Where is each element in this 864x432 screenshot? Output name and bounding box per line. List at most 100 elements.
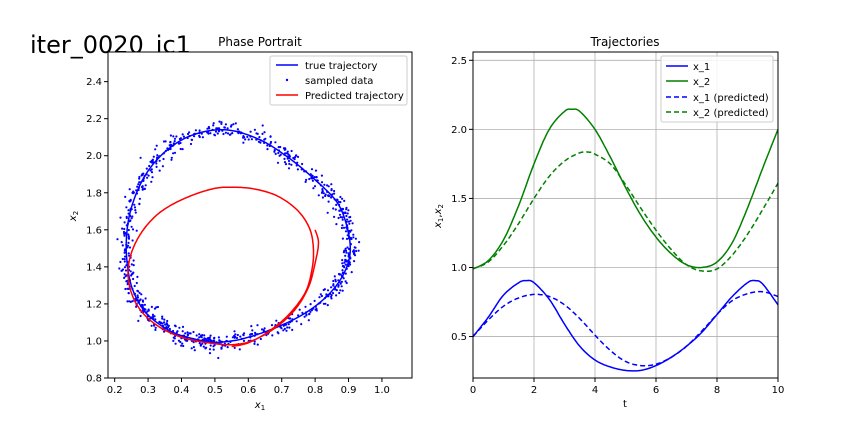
sampled-data-point xyxy=(274,141,277,144)
sampled-data-point xyxy=(341,237,344,240)
sampled-data-point xyxy=(173,137,177,140)
sampled-data-point xyxy=(132,277,135,281)
sampled-data-point xyxy=(343,266,346,269)
sampled-data-point xyxy=(330,183,333,186)
sampled-data-point xyxy=(308,177,311,181)
phase-ytick-label: 1.4 xyxy=(86,262,102,273)
sampled-data-point xyxy=(173,324,177,327)
sampled-data-point xyxy=(323,183,326,186)
sampled-data-point xyxy=(320,181,324,184)
sampled-data-point xyxy=(322,192,325,195)
sampled-data-point xyxy=(352,250,355,253)
sampled-data-point xyxy=(331,292,335,295)
sampled-data-point xyxy=(166,319,169,323)
sampled-data-point xyxy=(152,155,155,158)
sampled-data-point xyxy=(231,336,234,339)
sampled-data-point xyxy=(341,197,344,200)
sampled-data-point xyxy=(213,344,216,347)
legend-label-true-trajectory: true trajectory xyxy=(305,61,377,72)
phase-plot-title: Phase Portrait xyxy=(218,35,302,49)
sampled-data-point xyxy=(317,194,320,197)
sampled-data-point xyxy=(154,148,157,151)
sampled-data-point xyxy=(181,325,185,328)
sampled-data-point xyxy=(273,149,276,152)
sampled-data-point xyxy=(126,287,129,290)
sampled-data-point xyxy=(253,340,256,343)
sampled-data-point xyxy=(154,318,157,321)
phase-plot-marks xyxy=(116,120,361,360)
traj-ylabel-symbol-1: x xyxy=(433,222,444,229)
sampled-data-point xyxy=(340,285,343,288)
sampled-data-point xyxy=(349,230,352,233)
sampled-data-point xyxy=(347,220,350,223)
sampled-data-point xyxy=(188,131,191,134)
phase-legend-box xyxy=(269,55,408,106)
sampled-data-point xyxy=(150,180,153,183)
sampled-data-point xyxy=(325,293,328,296)
sampled-data-point xyxy=(342,226,346,229)
sampled-data-point xyxy=(200,132,203,135)
sampled-data-point xyxy=(169,141,172,144)
sampled-data-point xyxy=(295,154,298,157)
sampled-data-point xyxy=(131,215,134,218)
sampled-data-point xyxy=(162,157,165,161)
sampled-data-point xyxy=(151,313,154,316)
sampled-data-point xyxy=(301,311,304,314)
sampled-data-point xyxy=(353,260,356,263)
sampled-data-point xyxy=(269,135,272,138)
sampled-data-point xyxy=(326,184,329,187)
sampled-data-point xyxy=(287,323,290,326)
sampled-data-point xyxy=(125,274,128,277)
sampled-data-point xyxy=(121,269,124,272)
phase-plot-ticks: 0.2 0.3 0.4 0.5 0.6 0.7 0.8 0.9 1.0 0.8 1.0 1.2 1.4 1… xyxy=(86,77,390,396)
sampled-data-point xyxy=(324,193,327,196)
sampled-data-point xyxy=(136,290,140,293)
sampled-data-point xyxy=(328,195,331,198)
sampled-data-point xyxy=(349,219,352,222)
phase-ytick-label: 1.2 xyxy=(86,299,102,310)
sampled-data-point xyxy=(298,308,301,311)
sampled-data-point xyxy=(124,195,127,198)
sampled-data-point xyxy=(236,128,239,131)
sampled-data-point xyxy=(321,196,324,199)
sampled-data-point xyxy=(311,179,314,182)
sampled-data-point xyxy=(198,342,201,345)
sampled-data-point xyxy=(286,326,289,329)
predicted-trajectory-line xyxy=(127,186,320,348)
sampled-data-point xyxy=(287,159,291,163)
sampled-data-point xyxy=(339,195,342,199)
sampled-data-point xyxy=(233,346,236,349)
sampled-data-point xyxy=(213,339,216,342)
sampled-data-point xyxy=(172,339,175,342)
sampled-data-point xyxy=(236,333,239,337)
sampled-data-point xyxy=(354,237,357,240)
sampled-data-point xyxy=(177,142,181,145)
sampled-data-point xyxy=(161,165,164,168)
traj-ylabel-sub-1: 1 xyxy=(437,218,445,222)
sampled-data-point xyxy=(123,266,127,269)
sampled-data-point xyxy=(278,154,281,157)
sampled-data-point xyxy=(127,209,130,212)
sampled-data-point xyxy=(192,330,195,334)
sampled-data-point xyxy=(193,349,196,352)
sampled-data-point xyxy=(313,176,316,179)
sampled-data-point xyxy=(192,346,195,349)
sampled-data-point xyxy=(209,344,212,347)
sampled-data-point xyxy=(180,344,183,347)
sampled-data-point xyxy=(344,211,347,215)
legend-label-predicted-trajectory: Predicted trajectory xyxy=(305,91,404,102)
sampled-data-point xyxy=(343,199,346,202)
sampled-data-point xyxy=(344,254,347,257)
sampled-data-point xyxy=(128,246,132,249)
sampled-data-point xyxy=(155,144,158,147)
sampled-data-point xyxy=(323,288,326,291)
sampled-data-point xyxy=(128,300,131,303)
sampled-data-point xyxy=(127,228,130,232)
sampled-data-point xyxy=(339,289,342,292)
sampled-data-point xyxy=(199,344,202,347)
series-x1-line xyxy=(472,279,779,372)
sampled-data-point xyxy=(231,132,234,135)
sampled-data-point xyxy=(263,327,266,330)
sampled-data-point xyxy=(346,212,349,215)
sampled-data-point xyxy=(119,216,122,219)
